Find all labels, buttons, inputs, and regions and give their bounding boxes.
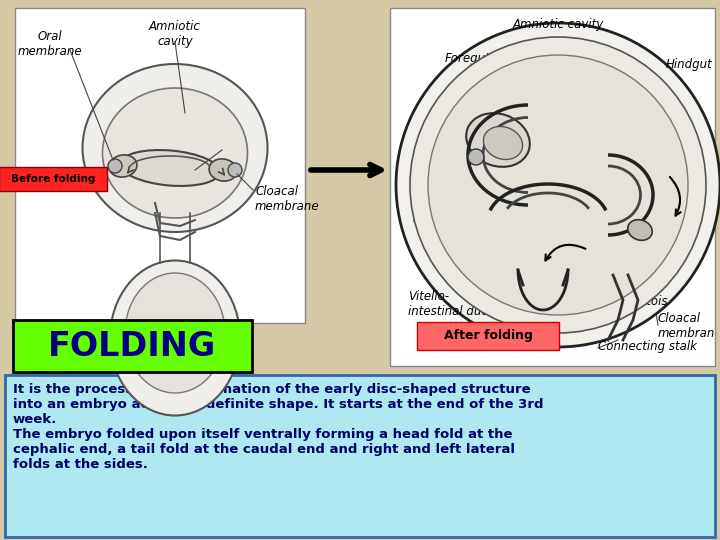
Circle shape <box>468 149 484 165</box>
Ellipse shape <box>109 155 137 177</box>
Text: Hindgut: Hindgut <box>666 58 713 71</box>
Ellipse shape <box>209 159 237 181</box>
Text: Midgut: Midgut <box>548 42 588 55</box>
Text: After folding: After folding <box>444 329 532 342</box>
Text: Before folding: Before folding <box>11 174 95 184</box>
FancyBboxPatch shape <box>417 322 559 350</box>
Ellipse shape <box>102 88 248 218</box>
Text: Amniotic cavity: Amniotic cavity <box>513 18 603 31</box>
Ellipse shape <box>628 220 652 240</box>
Text: Oral
membrane: Oral membrane <box>18 30 82 58</box>
Ellipse shape <box>120 150 220 186</box>
Text: Amniotic
cavity: Amniotic cavity <box>149 20 201 48</box>
Text: Yolk sac: Yolk sac <box>152 288 199 301</box>
FancyBboxPatch shape <box>5 375 715 537</box>
FancyBboxPatch shape <box>13 320 252 372</box>
Ellipse shape <box>125 273 225 393</box>
Text: Foregut: Foregut <box>445 52 491 65</box>
Text: Cloacal
membran: Cloacal membran <box>658 312 716 340</box>
Circle shape <box>228 163 242 177</box>
Text: Connecting stalk: Connecting stalk <box>598 340 697 353</box>
Text: Stomodeum: Stomodeum <box>413 212 492 225</box>
Ellipse shape <box>466 113 530 167</box>
Ellipse shape <box>483 126 523 159</box>
Circle shape <box>396 23 720 347</box>
Text: Cloacal
membrane: Cloacal membrane <box>255 185 320 213</box>
Text: Gut: Gut <box>225 138 246 152</box>
FancyBboxPatch shape <box>15 8 305 323</box>
Ellipse shape <box>110 260 240 415</box>
FancyBboxPatch shape <box>390 8 715 366</box>
Circle shape <box>108 159 122 173</box>
Ellipse shape <box>83 64 268 232</box>
Circle shape <box>428 55 688 315</box>
Text: Vitello-
intestinal duct: Vitello- intestinal duct <box>408 290 492 318</box>
Text: Allantois: Allantois <box>618 295 668 308</box>
Text: It is the process of transformation of the early disc-shaped structure
into an e: It is the process of transformation of t… <box>13 383 544 471</box>
Text: FOLDING: FOLDING <box>48 329 216 362</box>
FancyBboxPatch shape <box>0 167 107 191</box>
Circle shape <box>410 37 706 333</box>
